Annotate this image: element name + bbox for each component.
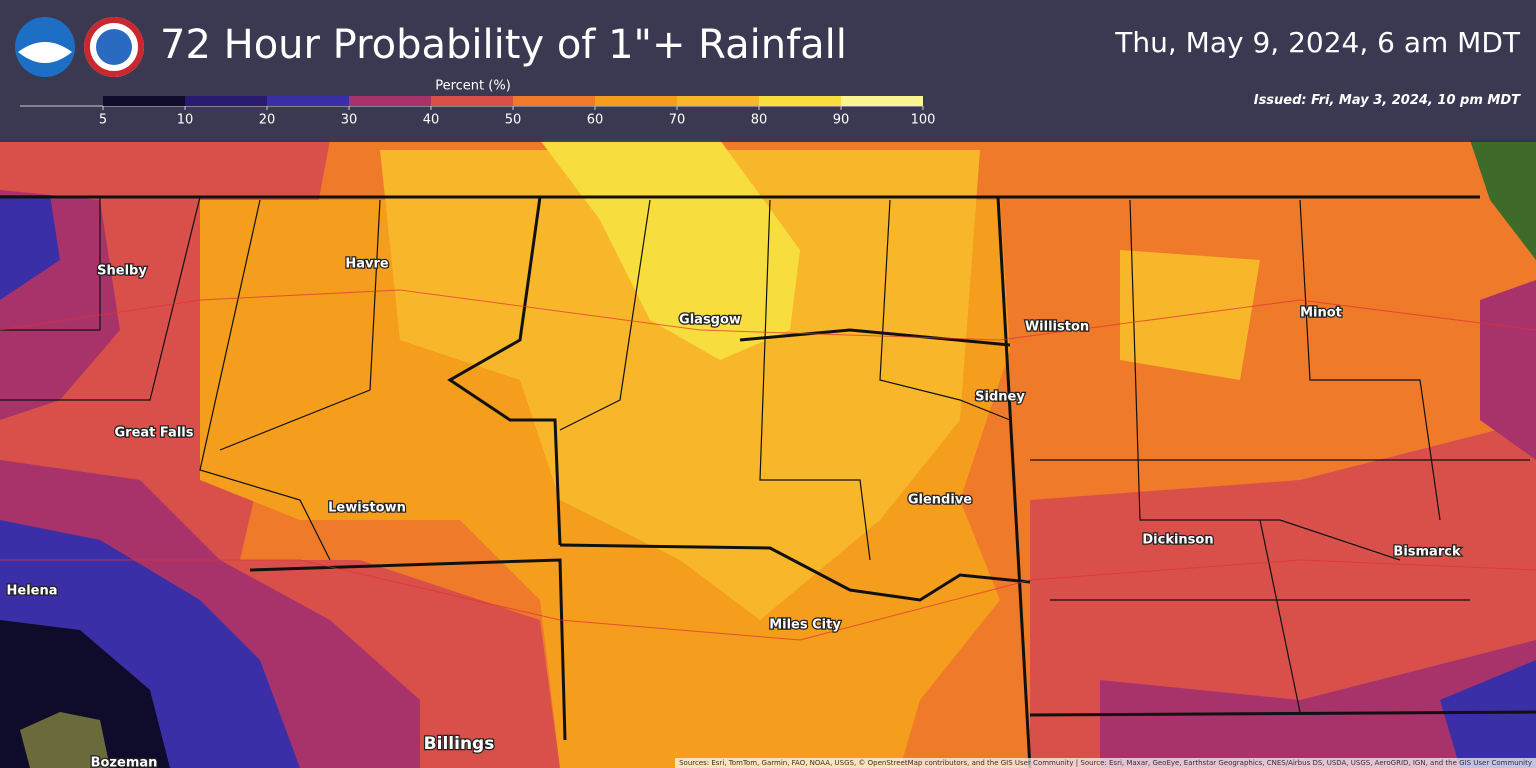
legend-tick-label: 20 xyxy=(259,113,276,128)
region-gold xyxy=(380,150,1260,620)
legend-tick-label: 100 xyxy=(911,113,936,128)
region-terrain xyxy=(20,712,110,768)
border xyxy=(996,196,1032,768)
legend-tick-label: 90 xyxy=(833,113,850,128)
city-label: Sidney xyxy=(975,390,1025,405)
city-label: Glendive xyxy=(908,493,972,508)
legend-swatch xyxy=(267,96,349,106)
border xyxy=(1029,710,1536,717)
city-label: Great Falls xyxy=(115,426,194,441)
city-label: Shelby xyxy=(97,264,147,279)
state-borders xyxy=(0,195,1536,768)
legend-swatch xyxy=(185,96,267,106)
legend-swatch xyxy=(677,96,759,106)
legend-swatch xyxy=(595,96,677,106)
legend-swatch xyxy=(103,96,185,106)
legend-tick-label: 60 xyxy=(587,113,604,128)
attribution: Sources: Esri, TomTom, Garmin, FAO, NOAA… xyxy=(675,758,1536,768)
legend-swatch xyxy=(349,96,431,106)
legend-tick-label: 80 xyxy=(751,113,768,128)
city-label: Minot xyxy=(1300,306,1342,321)
region-green xyxy=(1470,140,1536,260)
header: 72 Hour Probability of 1"+ Rainfall Thu,… xyxy=(0,0,1536,142)
border xyxy=(447,196,1011,546)
city-label: Bozeman xyxy=(91,756,158,768)
legend-swatch xyxy=(431,96,513,106)
city-label: Lewistown xyxy=(328,501,406,516)
issued-time: Issued: Fri, May 3, 2024, 10 pm MDT xyxy=(1253,93,1520,108)
nws-logo-ring xyxy=(84,17,144,77)
legend-tick-label: 10 xyxy=(177,113,194,128)
legend-tick-label: 40 xyxy=(423,113,440,128)
city-label: Billings xyxy=(424,734,495,754)
legend-title: Percent (%) xyxy=(435,79,511,94)
city-label: Glasgow xyxy=(679,313,741,328)
county-borders xyxy=(0,196,1530,713)
legend-tick-label: 30 xyxy=(341,113,358,128)
city-label: Dickinson xyxy=(1142,533,1213,548)
legend-swatch xyxy=(759,96,841,106)
city-label: Helena xyxy=(7,584,58,599)
city-label: Williston xyxy=(1025,320,1089,335)
region-yellow xyxy=(540,140,800,360)
city-label: Miles City xyxy=(769,618,841,633)
road xyxy=(0,289,1536,641)
city-label: Bismarck xyxy=(1393,545,1461,560)
legend-tick-label: 5 xyxy=(99,113,107,128)
border xyxy=(0,196,1530,713)
border xyxy=(249,543,1031,741)
legend-swatch xyxy=(513,96,595,106)
nws-logo-center xyxy=(96,29,132,65)
roads xyxy=(0,289,1536,641)
legend: Percent (%) 5 10 20 30 40 50 60 70 80 90 100 xyxy=(20,79,936,128)
noaa-logo-wave xyxy=(18,42,72,63)
logos xyxy=(15,17,144,77)
city-label: Havre xyxy=(345,257,389,272)
legend-swatch xyxy=(841,96,923,106)
legend-tick-label: 50 xyxy=(505,113,522,128)
valid-time: Thu, May 9, 2024, 6 am MDT xyxy=(1115,26,1520,59)
title: 72 Hour Probability of 1"+ Rainfall xyxy=(160,22,847,68)
legend-tick-label: 70 xyxy=(669,113,686,128)
